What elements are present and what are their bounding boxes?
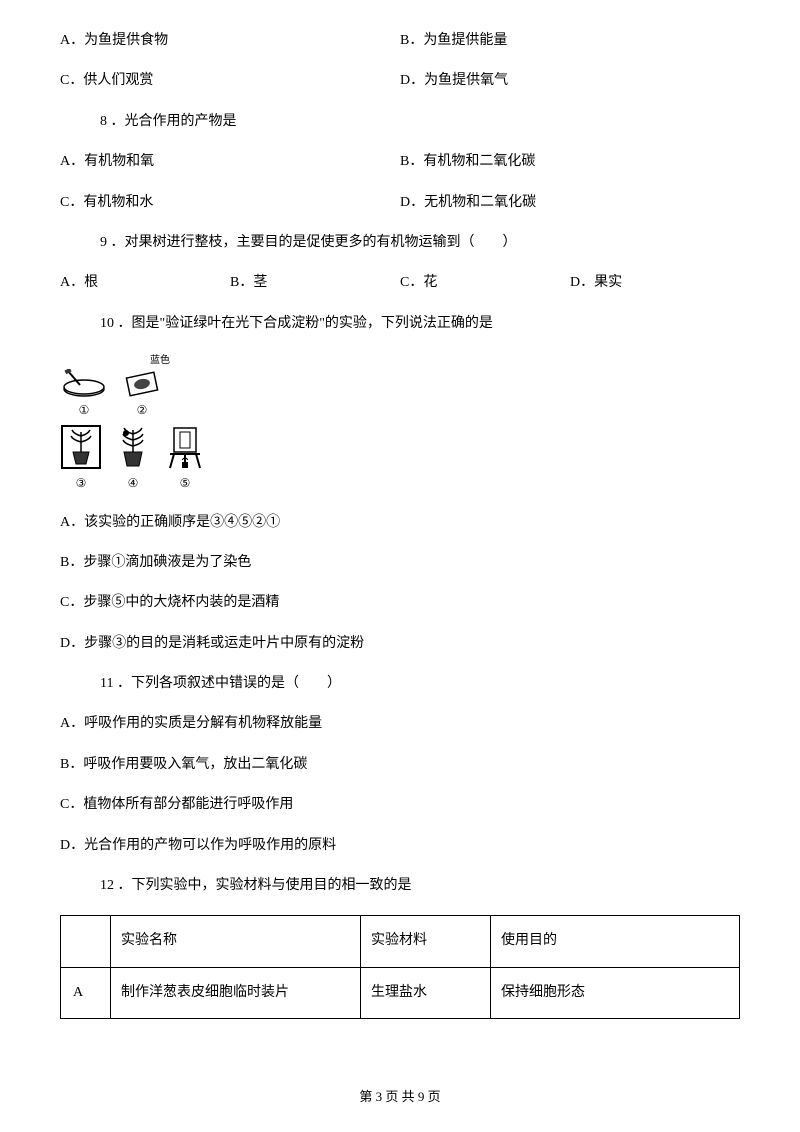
- q11-option-c: C．植物体所有部分都能进行呼吸作用: [60, 794, 740, 816]
- q7-options-row1: A．为鱼提供食物 B．为鱼提供能量: [60, 30, 740, 52]
- potted-plant-box-icon: [60, 424, 102, 472]
- beaker-heating-icon: [164, 424, 206, 472]
- q10-label-3: ③: [76, 474, 87, 493]
- q9-options-row: A．根 B．茎 C．花 D．果实: [60, 272, 740, 294]
- q7-option-d: D．为鱼提供氧气: [400, 70, 740, 92]
- q11-option-b: B．呼吸作用要吸入氧气，放出二氧化碳: [60, 754, 740, 776]
- q10-option-c: C．步骤⑤中的大烧杯内装的是酒精: [60, 592, 740, 614]
- q10-stem: 10 ．图是"验证绿叶在光下合成淀粉"的实验，下列说法正确的是: [100, 313, 740, 335]
- q10-option-d: D．步骤③的目的是消耗或运走叶片中原有的淀粉: [60, 633, 740, 655]
- q7-options-row2: C．供人们观赏 D．为鱼提供氧气: [60, 70, 740, 92]
- q7-option-a: A．为鱼提供食物: [60, 30, 400, 52]
- q10-option-a: A．该实验的正确顺序是③④⑤②①: [60, 512, 740, 534]
- potted-plant-icon: [112, 424, 154, 472]
- th-material: 实验材料: [361, 916, 491, 967]
- q10-label-5: ⑤: [180, 474, 191, 493]
- q10-item-1: ①: [60, 369, 108, 420]
- td-a-material: 生理盐水: [361, 967, 491, 1018]
- q10-option-b: B．步骤①滴加碘液是为了染色: [60, 552, 740, 574]
- leaf-tile-icon: [118, 369, 166, 399]
- q10-item-5: ⑤: [164, 424, 206, 493]
- q9-stem: 9 ．对果树进行整枝，主要目的是促使更多的有机物运输到（ ）: [100, 232, 740, 254]
- q10-experiment-figure: 蓝色 ① ② ③: [60, 353, 740, 493]
- table-header-row: 实验名称 实验材料 使用目的: [61, 916, 740, 967]
- th-purpose: 使用目的: [491, 916, 740, 967]
- q7-option-b: B．为鱼提供能量: [400, 30, 740, 52]
- q8-stem: 8 ．光合作用的产物是: [100, 111, 740, 133]
- q9-option-b: B．茎: [230, 272, 400, 294]
- q10-label-2: ②: [137, 401, 148, 420]
- page-footer: 第 3 页 共 9 页: [0, 1087, 800, 1108]
- td-a-name: 制作洋葱表皮细胞临时装片: [111, 967, 361, 1018]
- q11-stem: 11 ．下列各项叙述中错误的是（ ）: [100, 673, 740, 695]
- td-a-purpose: 保持细胞形态: [491, 967, 740, 1018]
- td-a-label: A: [61, 967, 111, 1018]
- q8-option-c: C．有机物和水: [60, 192, 400, 214]
- q12-table: 实验名称 实验材料 使用目的 A 制作洋葱表皮细胞临时装片 生理盐水 保持细胞形…: [60, 915, 740, 1019]
- q8-option-d: D．无机物和二氧化碳: [400, 192, 740, 214]
- table-row-a: A 制作洋葱表皮细胞临时装片 生理盐水 保持细胞形态: [61, 967, 740, 1018]
- petri-dish-icon: [60, 369, 108, 399]
- q9-option-c: C．花: [400, 272, 570, 294]
- q10-row1: ① ②: [60, 369, 740, 420]
- q8-option-b: B．有机物和二氧化碳: [400, 151, 740, 173]
- q9-option-a: A．根: [60, 272, 230, 294]
- q8-options-row2: C．有机物和水 D．无机物和二氧化碳: [60, 192, 740, 214]
- q12-stem: 12 ．下列实验中，实验材料与使用目的相一致的是: [100, 875, 740, 897]
- q10-label-1: ①: [79, 401, 90, 420]
- q10-row2: ③ ④ ⑤: [60, 424, 740, 493]
- q9-option-d: D．果实: [570, 272, 740, 294]
- q8-options-row1: A．有机物和氧 B．有机物和二氧化碳: [60, 151, 740, 173]
- q10-item-4: ④: [112, 424, 154, 493]
- q10-item-3: ③: [60, 424, 102, 493]
- th-name: 实验名称: [111, 916, 361, 967]
- q11-option-d: D．光合作用的产物可以作为呼吸作用的原料: [60, 835, 740, 857]
- q10-label-4: ④: [128, 474, 139, 493]
- q10-item-2: ②: [118, 369, 166, 420]
- q8-option-a: A．有机物和氧: [60, 151, 400, 173]
- q10-blue-label: 蓝色: [60, 353, 170, 369]
- th-blank: [61, 916, 111, 967]
- q11-option-a: A．呼吸作用的实质是分解有机物释放能量: [60, 713, 740, 735]
- q7-option-c: C．供人们观赏: [60, 70, 400, 92]
